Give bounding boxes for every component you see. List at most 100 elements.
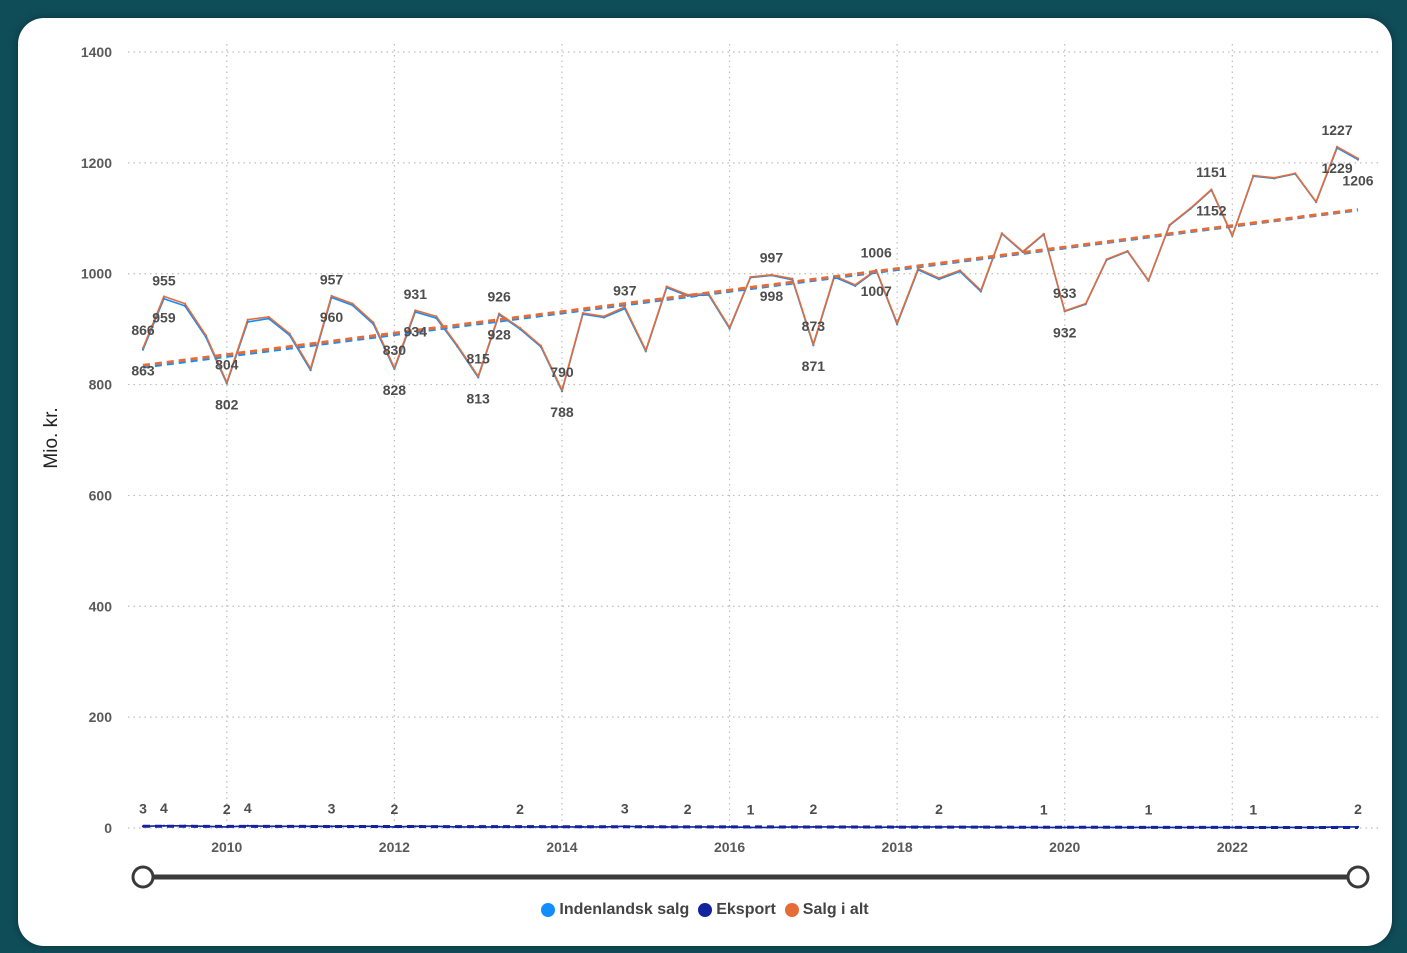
data-point-eksport <box>477 825 480 828</box>
data-point-eksport <box>225 825 228 828</box>
data-point-salg-i-alt <box>1356 157 1360 160</box>
chart-card <box>18 18 1392 946</box>
data-label-eksport: 2 <box>223 801 231 817</box>
range-slider-end-handle[interactable] <box>1346 865 1370 889</box>
data-label-indenlandsk-salg: 828 <box>383 382 407 398</box>
data-point-indenlandsk-salg <box>288 334 291 337</box>
data-point-salg-i-alt <box>1335 145 1339 148</box>
data-label-eksport: 2 <box>390 801 398 817</box>
range-slider-start-handle[interactable] <box>131 865 155 889</box>
x-tick-label: 2010 <box>211 839 242 855</box>
legend-item-salg-i-alt[interactable]: Salg i alt <box>784 901 869 919</box>
data-label-indenlandsk-salg: 1006 <box>861 244 892 260</box>
data-label-eksport: 3 <box>139 800 147 816</box>
data-label-indenlandsk-salg: 926 <box>487 289 511 305</box>
legend-marker-icon <box>541 903 556 917</box>
data-point-eksport <box>414 825 417 828</box>
data-point-salg-i-alt <box>749 275 752 279</box>
data-label-indenlandsk-salg: 802 <box>215 396 239 412</box>
data-point-salg-i-alt <box>1084 302 1087 305</box>
legend-marker-icon <box>784 903 799 917</box>
data-label-salg-i-alt: 873 <box>802 318 826 334</box>
data-point-indenlandsk-salg <box>309 369 312 372</box>
data-point-salg-i-alt <box>351 302 354 305</box>
x-tick-label: 2018 <box>882 839 913 855</box>
data-point-eksport <box>875 826 878 829</box>
data-point-eksport <box>623 825 626 828</box>
data-point-salg-i-alt <box>728 326 731 329</box>
data-label-salg-i-alt: 928 <box>487 327 511 343</box>
gridlines <box>128 44 1378 829</box>
data-label-indenlandsk-salg: 863 <box>131 363 155 379</box>
data-label-salg-i-alt: 830 <box>383 342 407 358</box>
data-label-salg-i-alt: 1229 <box>1321 160 1352 176</box>
data-point-eksport <box>916 825 920 828</box>
data-point-salg-i-alt <box>393 366 396 370</box>
data-label-indenlandsk-salg: 788 <box>550 404 574 420</box>
legend-item-eksport[interactable]: Eksport <box>698 901 776 919</box>
data-point-eksport <box>791 825 794 828</box>
legend-item-indenlandsk-salg[interactable]: Indenlandsk salg <box>541 901 689 919</box>
y-tick-label: 600 <box>89 487 113 503</box>
data-point-salg-i-alt <box>225 381 228 384</box>
data-point-eksport <box>288 825 291 828</box>
x-tick-label: 2014 <box>546 839 577 855</box>
data-point-salg-i-alt <box>518 326 522 330</box>
data-point-eksport <box>351 825 354 828</box>
data-label-indenlandsk-salg: 957 <box>320 272 344 288</box>
series-line-salg-i-alt <box>142 146 1359 391</box>
data-point-salg-i-alt <box>958 269 962 272</box>
data-point-eksport <box>1294 826 1297 829</box>
data-point-salg-i-alt <box>539 344 543 347</box>
data-point-salg-i-alt <box>875 268 878 271</box>
data-point-eksport <box>1147 826 1150 829</box>
y-tick-label: 200 <box>89 709 113 725</box>
data-point-salg-i-alt <box>1231 234 1234 237</box>
data-point-eksport <box>979 825 983 828</box>
data-point-salg-i-alt <box>1210 188 1213 191</box>
data-point-eksport <box>1189 826 1192 829</box>
data-point-salg-i-alt <box>791 277 794 280</box>
x-tick-label: 2022 <box>1217 839 1248 855</box>
axis-tick-labels: 0 200 400 600 800 1000 1200 1400 2010 2012 2014 201… <box>81 44 1248 855</box>
data-point-salg-i-alt <box>602 315 605 318</box>
data-point-eksport <box>204 825 207 828</box>
y-tick-label: 400 <box>89 598 113 614</box>
data-point-salg-i-alt <box>1315 200 1318 203</box>
data-label-eksport: 1 <box>1040 801 1048 817</box>
data-label-eksport: 1 <box>1145 801 1153 817</box>
data-point-eksport <box>958 825 962 828</box>
x-tick-label: 2020 <box>1049 839 1080 855</box>
data-point-eksport <box>937 825 941 828</box>
legend-marker-icon <box>698 903 713 917</box>
data-point-salg-i-alt <box>1063 309 1066 312</box>
data-point-salg-i-alt <box>309 367 312 370</box>
legend-label: Eksport <box>716 901 776 918</box>
data-point-salg-i-alt <box>1189 207 1192 210</box>
data-label-eksport: 4 <box>244 800 252 816</box>
data-label-salg-i-alt: 959 <box>152 309 176 325</box>
data-point-indenlandsk-salg <box>372 323 375 326</box>
data-point-salg-i-alt <box>1126 249 1129 253</box>
data-point-salg-i-alt <box>1147 279 1150 282</box>
legend-label: Indenlandsk salg <box>559 901 690 918</box>
data-point-salg-i-alt <box>979 289 983 292</box>
data-point-indenlandsk-salg <box>246 320 249 324</box>
trend-line-eksport <box>142 824 1359 830</box>
data-point-eksport <box>539 825 543 828</box>
data-label-salg-i-alt: 1152 <box>1196 202 1227 218</box>
data-point-eksport <box>1273 826 1276 829</box>
range-slider[interactable] <box>131 865 1370 889</box>
data-point-eksport <box>393 825 396 828</box>
data-points <box>141 145 1360 829</box>
data-point-indenlandsk-salg <box>351 304 354 307</box>
data-point-salg-i-alt <box>1294 172 1297 175</box>
data-label-indenlandsk-salg: 955 <box>152 273 176 289</box>
data-point-eksport <box>309 825 312 828</box>
data-label-salg-i-alt: 790 <box>550 364 574 380</box>
data-label-indenlandsk-salg: 813 <box>466 390 490 406</box>
data-label-eksport: 4 <box>160 800 168 816</box>
data-point-eksport <box>1210 826 1213 829</box>
data-point-eksport <box>560 825 564 828</box>
